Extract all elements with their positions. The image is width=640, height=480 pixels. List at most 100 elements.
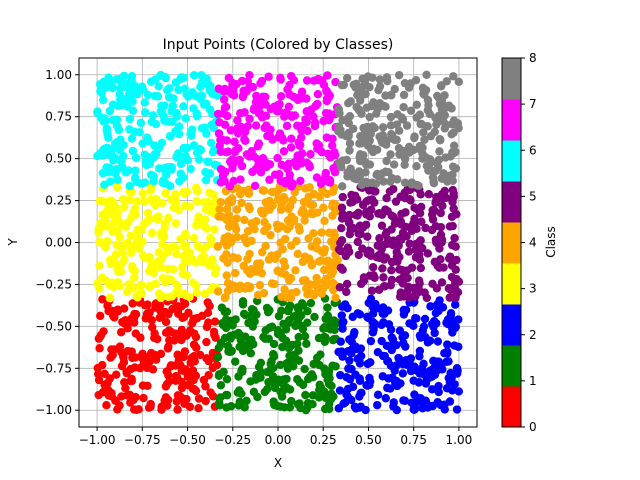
data-point-class-1 bbox=[256, 358, 266, 368]
data-point-class-4 bbox=[244, 202, 253, 211]
data-point-class-4 bbox=[291, 266, 300, 275]
colorbar-tick-label: 1 bbox=[529, 374, 537, 388]
data-point-class-4 bbox=[316, 256, 326, 265]
data-point-class-7 bbox=[222, 136, 232, 145]
data-point-class-1 bbox=[315, 360, 324, 370]
data-point-class-0 bbox=[203, 298, 212, 307]
data-point-class-5 bbox=[338, 192, 347, 202]
data-point-class-6 bbox=[127, 134, 137, 143]
data-point-class-8 bbox=[437, 95, 447, 105]
data-point-class-1 bbox=[274, 311, 284, 321]
data-point-class-4 bbox=[213, 242, 222, 251]
data-point-class-1 bbox=[329, 316, 339, 325]
data-point-class-8 bbox=[432, 158, 442, 168]
data-point-class-4 bbox=[298, 205, 308, 215]
data-point-class-4 bbox=[280, 234, 290, 244]
data-point-class-8 bbox=[343, 172, 352, 181]
data-point-class-4 bbox=[222, 250, 231, 259]
data-point-class-4 bbox=[252, 264, 261, 274]
data-point-class-2 bbox=[416, 333, 425, 342]
data-point-class-8 bbox=[374, 85, 383, 95]
data-point-class-7 bbox=[215, 118, 224, 127]
data-point-class-8 bbox=[386, 112, 396, 122]
data-point-class-4 bbox=[230, 268, 240, 278]
data-point-class-5 bbox=[406, 222, 415, 232]
data-point-class-8 bbox=[418, 143, 427, 152]
data-point-class-1 bbox=[238, 300, 248, 309]
data-point-class-5 bbox=[395, 292, 405, 301]
data-point-class-7 bbox=[297, 149, 307, 158]
data-point-class-6 bbox=[105, 177, 115, 186]
data-point-class-1 bbox=[226, 401, 236, 411]
data-point-class-6 bbox=[146, 170, 156, 179]
data-point-class-1 bbox=[213, 352, 223, 362]
data-point-class-7 bbox=[312, 173, 322, 182]
data-point-class-5 bbox=[396, 217, 406, 226]
data-point-class-3 bbox=[113, 182, 122, 192]
data-point-class-1 bbox=[267, 322, 277, 331]
data-point-class-7 bbox=[251, 121, 261, 130]
data-point-class-0 bbox=[186, 358, 195, 368]
data-point-class-8 bbox=[448, 162, 458, 171]
data-point-class-1 bbox=[301, 390, 310, 400]
data-point-class-6 bbox=[109, 156, 118, 165]
data-point-class-7 bbox=[217, 165, 227, 175]
x-tick-label: −1.00 bbox=[79, 433, 116, 447]
data-point-class-0 bbox=[131, 310, 141, 319]
data-point-class-5 bbox=[451, 265, 460, 274]
data-point-class-5 bbox=[416, 263, 425, 273]
x-tick-label: −0.75 bbox=[124, 433, 161, 447]
data-point-class-1 bbox=[299, 301, 308, 310]
data-point-class-6 bbox=[165, 84, 174, 93]
data-point-class-1 bbox=[300, 364, 309, 374]
data-point-class-0 bbox=[122, 367, 131, 376]
data-point-class-2 bbox=[400, 331, 410, 340]
data-point-class-7 bbox=[324, 109, 334, 118]
data-point-class-5 bbox=[368, 263, 378, 272]
data-point-class-2 bbox=[381, 394, 390, 403]
data-point-class-3 bbox=[126, 231, 135, 240]
data-point-class-5 bbox=[354, 250, 363, 260]
data-point-class-7 bbox=[285, 90, 294, 99]
data-point-class-0 bbox=[179, 352, 188, 362]
data-point-class-7 bbox=[254, 139, 264, 148]
data-point-class-8 bbox=[372, 170, 381, 180]
data-point-class-7 bbox=[330, 147, 339, 157]
data-point-class-8 bbox=[440, 124, 449, 133]
data-point-class-5 bbox=[405, 239, 414, 248]
data-point-class-8 bbox=[424, 101, 433, 110]
data-point-class-2 bbox=[450, 300, 460, 309]
data-point-class-8 bbox=[399, 102, 408, 112]
data-point-class-0 bbox=[167, 361, 176, 370]
data-point-class-6 bbox=[192, 112, 202, 121]
data-point-class-7 bbox=[226, 126, 236, 135]
data-point-class-3 bbox=[200, 289, 210, 299]
data-point-class-5 bbox=[387, 266, 396, 275]
data-point-class-0 bbox=[204, 318, 213, 327]
data-point-class-8 bbox=[343, 114, 352, 123]
data-point-class-6 bbox=[198, 77, 207, 87]
data-point-class-8 bbox=[414, 181, 423, 191]
data-point-class-3 bbox=[197, 253, 206, 263]
y-tick-label: 1.00 bbox=[45, 68, 72, 82]
data-point-class-3 bbox=[210, 225, 219, 234]
data-point-class-3 bbox=[158, 292, 167, 301]
data-point-class-0 bbox=[100, 380, 109, 390]
data-point-class-1 bbox=[302, 339, 311, 348]
data-point-class-3 bbox=[192, 196, 201, 206]
data-point-class-7 bbox=[302, 76, 312, 85]
data-point-class-5 bbox=[345, 247, 354, 257]
data-point-class-6 bbox=[168, 101, 178, 110]
data-point-class-2 bbox=[365, 380, 374, 390]
data-point-class-2 bbox=[429, 316, 439, 326]
data-point-class-8 bbox=[449, 141, 459, 150]
data-point-class-8 bbox=[420, 135, 429, 144]
data-point-class-8 bbox=[421, 85, 431, 95]
data-point-class-4 bbox=[273, 250, 282, 259]
data-point-class-0 bbox=[184, 308, 193, 318]
data-point-class-5 bbox=[387, 225, 396, 234]
data-point-class-8 bbox=[366, 145, 376, 154]
data-point-class-1 bbox=[249, 387, 259, 397]
data-point-class-3 bbox=[115, 232, 125, 242]
data-point-class-3 bbox=[181, 240, 190, 250]
